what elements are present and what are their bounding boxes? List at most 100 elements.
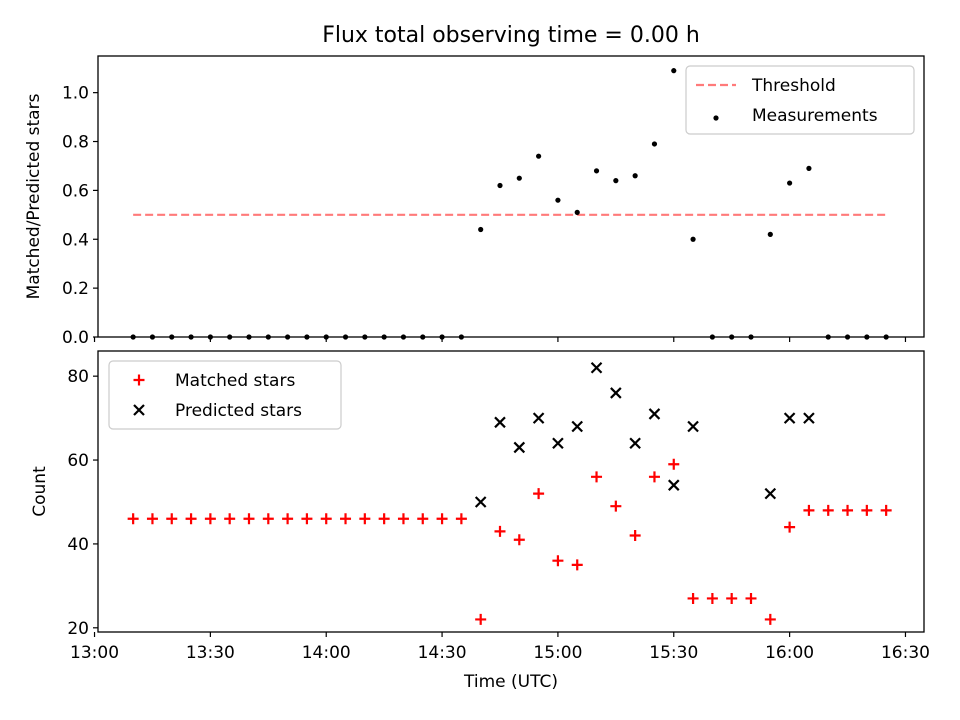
measurement-point — [555, 197, 561, 203]
matched-star-point — [262, 513, 274, 525]
matched-star-point — [571, 559, 583, 571]
top-panel: 0.0 0.2 0.4 0.6 0.8 1.0 Matched/Predicted star… — [24, 55, 925, 348]
x-tick-label: 13:00 — [70, 643, 119, 663]
predicted-star-point — [590, 361, 603, 374]
measurement-point — [574, 209, 580, 215]
measurement-point — [690, 236, 696, 242]
y-tick-label: 40 — [67, 535, 89, 555]
matched-star-point — [745, 592, 757, 604]
legend-predicted-swatch — [133, 404, 145, 416]
matched-star-point — [340, 513, 352, 525]
measurement-point — [632, 173, 638, 179]
matched-star-point — [185, 513, 197, 525]
matched-star-point — [726, 592, 738, 604]
y-tick-label: 1.0 — [62, 84, 89, 104]
y-tick-label: 0.6 — [62, 181, 89, 201]
matched-star-point — [648, 471, 660, 483]
x-tick-label: 14:00 — [302, 643, 351, 663]
predicted-star-point — [610, 387, 622, 399]
predicted-star-point — [532, 412, 545, 424]
matched-star-point — [282, 513, 294, 525]
measurement-point — [613, 178, 619, 184]
matched-star-point — [243, 513, 255, 525]
matched-star-point — [436, 513, 448, 525]
x-tick-label: 16:00 — [765, 643, 814, 663]
y-tick-label: 60 — [67, 451, 89, 471]
matched-star-point — [706, 592, 718, 604]
plot-frame — [97, 55, 925, 338]
legend-label: Predicted stars — [175, 401, 302, 421]
matched-star-point — [822, 504, 834, 516]
x-tick-label: 14:30 — [418, 643, 467, 663]
matched-star-point — [533, 488, 545, 500]
predicted-star-point — [494, 416, 506, 429]
matched-star-point — [668, 458, 680, 470]
y-axis-label: Matched/Predicted stars — [24, 93, 44, 299]
predicted-star-point — [803, 412, 815, 424]
predicted-star-point — [629, 437, 641, 450]
matched-star-point — [359, 513, 371, 525]
legend-label: Threshold — [751, 76, 836, 96]
matched-star-point — [513, 534, 525, 546]
y-tick-label: 0.8 — [62, 133, 89, 153]
matched-star-point — [861, 504, 873, 516]
matched-star-point — [764, 613, 776, 625]
matched-star-point — [127, 513, 139, 525]
matched-star-point — [610, 500, 622, 512]
predicted-star-point — [513, 441, 526, 454]
predicted-star-point — [687, 420, 699, 433]
measurement-point — [497, 182, 503, 189]
measurement-point — [671, 68, 677, 74]
legend-label: Matched stars — [175, 371, 295, 391]
matched-star-point — [687, 592, 699, 604]
matched-star-point — [803, 504, 815, 516]
x-tick-label: 15:00 — [533, 643, 582, 663]
measurement-point — [478, 226, 484, 233]
predicted-star-point — [764, 487, 777, 500]
measurement-point — [593, 168, 600, 174]
legend-box — [108, 360, 342, 430]
matched-star-point — [629, 530, 641, 542]
x-tick-label: 16:30 — [881, 643, 930, 663]
legend-box — [685, 65, 915, 135]
measurement-point — [651, 141, 658, 147]
matched-star-point — [320, 513, 332, 525]
matched-star-point — [784, 521, 796, 533]
plot-frame — [97, 350, 925, 633]
matched-star-point — [301, 513, 313, 525]
predicted-star-point — [552, 437, 564, 450]
measurement-point — [536, 153, 542, 159]
legend-label: Measurements — [752, 106, 878, 126]
chart-title: Flux total observing time = 0.00 h — [322, 23, 700, 48]
predicted-star-point — [783, 412, 796, 424]
legend-measurement-swatch — [713, 115, 719, 121]
x-axis-label: Time (UTC) — [463, 672, 558, 692]
matched-star-point — [378, 513, 390, 525]
y-axis-label: Count — [30, 466, 50, 517]
predicted-star-point — [667, 479, 680, 491]
matched-star-point — [204, 513, 216, 525]
predicted-star-point — [474, 496, 487, 508]
matched-star-point — [880, 504, 892, 516]
matched-star-point — [494, 525, 506, 537]
predicted-star-point — [571, 420, 584, 433]
matched-star-point — [146, 513, 158, 525]
bottom-panel: 20 40 60 80 Count 13:00 13:30 14:00 14:30 15:00 15… — [30, 350, 930, 692]
measurement-point — [516, 175, 522, 181]
legend-matched-swatch — [133, 374, 145, 386]
matched-star-point — [417, 513, 429, 525]
matched-star-point — [455, 513, 467, 525]
measurement-point — [806, 165, 812, 171]
y-tick-label: 0.2 — [62, 279, 89, 299]
y-tick-label: 0.0 — [62, 328, 89, 348]
matched-star-point — [224, 513, 236, 525]
x-tick-label: 13:30 — [186, 643, 235, 663]
matched-star-point — [166, 513, 178, 525]
matched-star-point — [475, 613, 487, 625]
measurement-point — [767, 231, 773, 237]
measurement-point — [787, 180, 793, 186]
matched-star-point — [591, 471, 603, 483]
matched-star-point — [397, 513, 409, 525]
predicted-star-point — [648, 408, 661, 420]
